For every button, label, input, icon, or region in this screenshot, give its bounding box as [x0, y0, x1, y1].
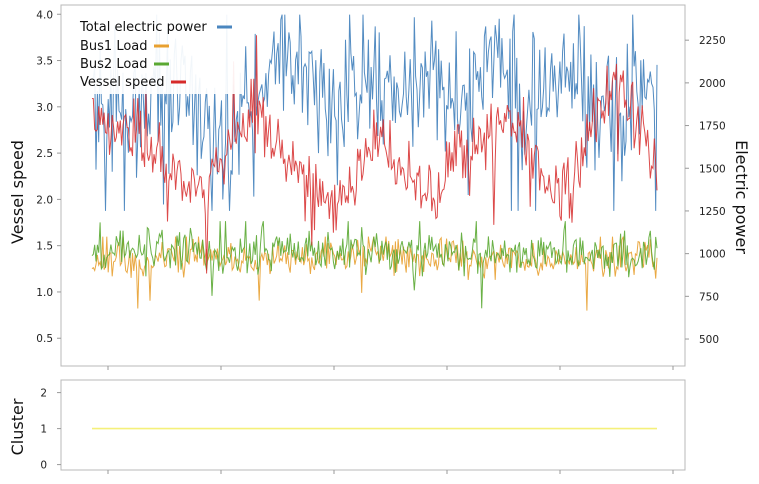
left-tick-label: 3.0: [36, 102, 53, 114]
left-tick-label: 2.0: [36, 194, 53, 206]
left-axis-ticks: 0.5 1.0 1.5 2.0 2.5 3.0 3.5 4.0: [36, 9, 61, 345]
right-axis-ticks: 500 750 1000 1250 1500 1750 2000 2250: [685, 35, 726, 346]
x-axis-ticks: [108, 366, 673, 474]
left-tick-label: 3.5: [36, 56, 53, 68]
cluster-tick-label: 0: [40, 460, 47, 472]
left-tick-label: 1.0: [36, 287, 53, 299]
legend-label-bus2: Bus2 Load: [80, 57, 148, 72]
right-tick-label: 1250: [699, 206, 726, 218]
cluster-tick-label: 2: [40, 388, 47, 400]
cluster-tick-label: 1: [40, 424, 47, 436]
legend: Total electric power Bus1 Load Bus2 Load…: [72, 14, 244, 94]
right-axis-title: Electric power: [732, 140, 751, 254]
legend-label-bus1: Bus1 Load: [80, 39, 148, 54]
cluster-axis-title: Cluster: [8, 398, 27, 455]
right-tick-label: 1750: [699, 121, 726, 133]
series-line-bus2-load: [92, 221, 657, 308]
left-tick-label: 1.5: [36, 241, 53, 253]
right-tick-label: 2250: [699, 35, 726, 47]
left-tick-label: 0.5: [36, 333, 53, 345]
right-tick-label: 500: [699, 334, 719, 346]
cluster-axis-ticks: 0 1 2: [40, 388, 61, 472]
right-tick-label: 750: [699, 291, 719, 303]
left-axis-title: Vessel speed: [8, 140, 27, 244]
left-tick-label: 4.0: [36, 9, 53, 21]
left-tick-label: 2.5: [36, 148, 53, 160]
right-tick-label: 2000: [699, 78, 726, 90]
right-tick-label: 1500: [699, 163, 726, 175]
legend-label-total-power: Total electric power: [79, 20, 207, 35]
bottom-plot-frame: [61, 380, 685, 470]
right-tick-label: 1000: [699, 249, 726, 261]
legend-label-vessel-speed: Vessel speed: [80, 75, 164, 90]
